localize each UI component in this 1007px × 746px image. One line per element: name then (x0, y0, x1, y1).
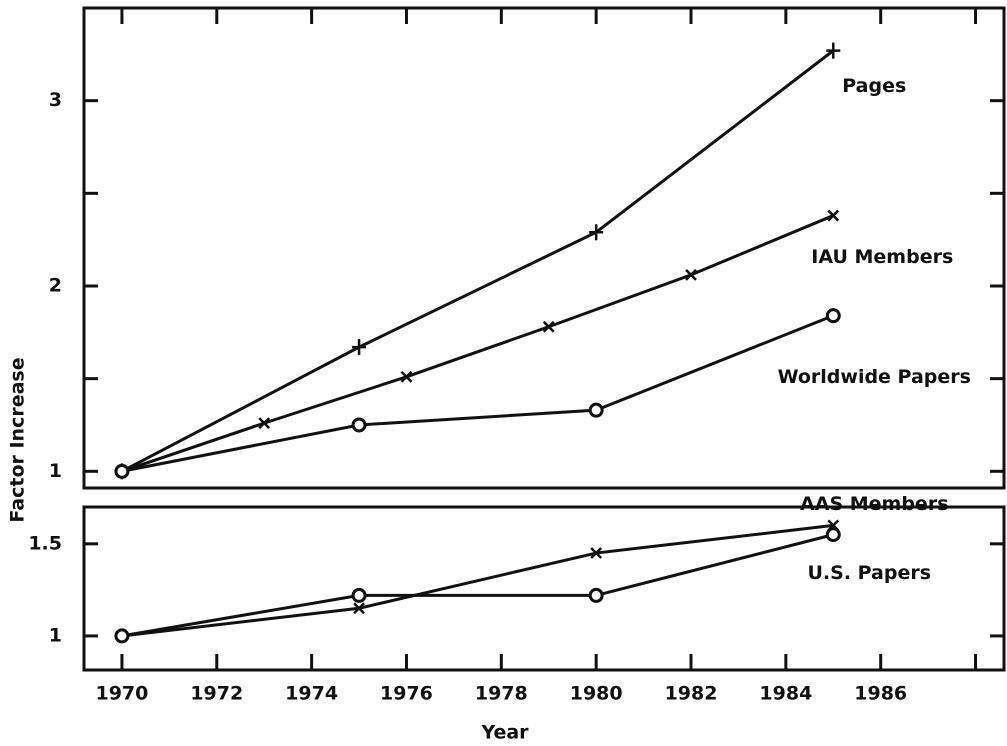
x-tick-label: 1974 (285, 683, 338, 705)
series-line (121, 49, 835, 473)
y-tick-label: 3 (49, 89, 62, 111)
circle-marker (351, 587, 367, 603)
x-tick-label: 1970 (95, 683, 148, 705)
x-marker (542, 320, 555, 333)
series-label: U.S. Papers (807, 562, 931, 584)
series-line (121, 214, 834, 473)
series-line (121, 523, 834, 638)
series-label: IAU Members (811, 246, 953, 268)
x-marker (827, 209, 840, 222)
y-tick-label: 1 (49, 460, 62, 482)
x-marker (353, 602, 365, 615)
x-tick-label: 1980 (570, 683, 623, 705)
circle-marker (114, 628, 130, 644)
circle-marker (588, 587, 604, 603)
x-tick-label: 1976 (380, 683, 433, 705)
x-marker (685, 268, 697, 281)
y-tick-label: 2 (49, 274, 62, 296)
plot-frame (82, 505, 1006, 672)
series-label: Worldwide Papers (778, 366, 971, 388)
circle-marker (588, 402, 604, 418)
circle-marker (114, 463, 130, 479)
plus-marker (352, 339, 367, 356)
y-tick-label: 1.5 (28, 532, 62, 554)
x-marker (258, 417, 271, 430)
series-label: AAS Members (800, 493, 948, 515)
x-axis-label: Year (480, 722, 529, 744)
plus-marker (589, 224, 604, 241)
x-tick-label: 1982 (665, 683, 718, 705)
x-tick-label: 1972 (190, 683, 243, 705)
x-marker (400, 370, 413, 383)
x-tick-label: 1978 (475, 683, 528, 705)
y-tick-label: 1 (49, 624, 62, 646)
circle-marker (351, 417, 367, 433)
plot-frame (82, 6, 1006, 490)
series-label: Pages (842, 75, 906, 97)
circle-marker (825, 308, 841, 324)
x-marker (590, 547, 603, 559)
y-axis-label: Factor Increase (7, 357, 29, 522)
series-line (121, 314, 834, 473)
circle-marker (825, 527, 841, 543)
x-tick-label: 1984 (759, 683, 812, 705)
plus-marker (826, 42, 841, 59)
series-line (121, 533, 834, 638)
x-tick-label: 1986 (854, 683, 907, 705)
